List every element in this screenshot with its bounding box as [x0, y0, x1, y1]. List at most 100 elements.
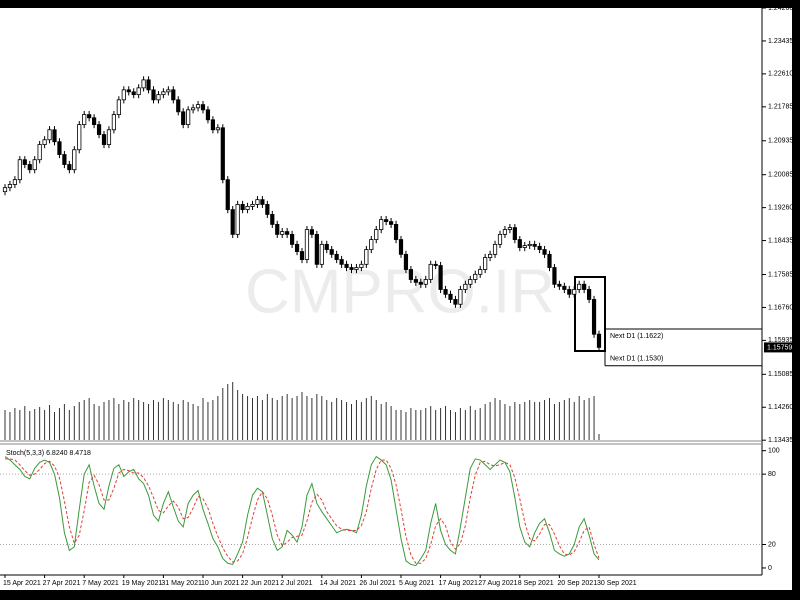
candle-body	[423, 279, 428, 285]
candle-body	[47, 129, 52, 141]
candle-body	[433, 263, 438, 266]
candle-body	[304, 229, 310, 260]
candle-body	[532, 243, 537, 247]
candle-body	[453, 299, 458, 305]
x-tick-label: 15 Apr 2021	[3, 580, 41, 587]
candle-body	[57, 141, 62, 155]
y-tick-label: 1.20935	[768, 138, 793, 145]
candle-body	[275, 223, 280, 235]
y-tick-label: 1.24260	[768, 5, 793, 12]
candle-body	[37, 144, 42, 161]
y-tick-label: 1.21785	[768, 104, 793, 111]
candle-body	[289, 233, 295, 245]
candle-body	[270, 214, 275, 225]
candle-body	[27, 164, 32, 171]
candle-body	[116, 99, 121, 116]
y-tick-label: 0	[768, 565, 772, 572]
candle-body	[596, 333, 602, 348]
candle-body	[374, 229, 379, 240]
candle-body	[354, 267, 359, 270]
candle-body	[492, 243, 498, 255]
candle-body	[205, 109, 211, 121]
candle-body	[443, 289, 448, 295]
x-tick-label: 30 Sep 2021	[597, 580, 637, 587]
candle-body	[547, 253, 552, 268]
x-tick-label: 5 Aug 2021	[399, 580, 435, 587]
candle-body	[319, 243, 324, 265]
candle-body	[403, 253, 409, 270]
candle-body	[418, 281, 423, 285]
x-tick-label: 31 May 2021	[161, 580, 202, 587]
indicator-title: Stoch(5,3,3) 6.8240 8.4718	[6, 450, 91, 457]
candle-body	[428, 263, 433, 280]
candle-body	[448, 293, 453, 300]
candle-body	[497, 233, 503, 245]
candle-body	[522, 245, 527, 248]
candle-body	[101, 134, 107, 145]
candle-body	[190, 107, 196, 111]
x-tick-label: 17 Aug 2021	[439, 580, 478, 587]
candle-body	[141, 79, 146, 89]
candle-body	[329, 249, 334, 255]
candle-body	[562, 285, 567, 290]
candle-body	[280, 231, 285, 235]
candle-body	[255, 199, 260, 205]
candle-body	[96, 124, 102, 135]
candle-body	[151, 89, 156, 101]
candle-body	[438, 265, 443, 290]
candle-body	[265, 204, 270, 215]
candle-body	[512, 227, 517, 240]
candle-body	[42, 139, 47, 145]
y-tick-label: 1.18435	[768, 237, 793, 244]
candle-body	[2, 187, 8, 193]
y-tick-label: 1.15085	[768, 371, 793, 378]
candle-body	[17, 159, 22, 181]
candle-body	[62, 154, 67, 165]
y-tick-label: 1.14260	[768, 404, 793, 411]
candle-body	[413, 279, 418, 283]
current-price-label: 1.15759	[767, 344, 792, 351]
x-tick-label: 27 Aug 2021	[478, 580, 517, 587]
y-tick-label: 1.22610	[768, 71, 793, 78]
candle-body	[195, 104, 201, 109]
candle-body	[181, 111, 186, 125]
candle-body	[171, 89, 176, 101]
candle-body	[577, 283, 582, 290]
x-tick-label: 27 Apr 2021	[43, 580, 81, 587]
candle-body	[369, 239, 374, 250]
candle-body	[166, 89, 171, 93]
candle-body	[22, 159, 27, 165]
candle-body	[483, 257, 488, 270]
x-tick-label: 22 Jun 2021	[241, 580, 280, 587]
candle-body	[344, 263, 349, 268]
watermark: CMPRO.IR	[245, 257, 555, 326]
candle-body	[527, 243, 532, 246]
candle-body	[215, 127, 220, 131]
candle-body	[245, 206, 250, 211]
y-tick-label: 1.15935	[768, 337, 793, 344]
candle-body	[591, 299, 597, 335]
stoch-line	[5, 458, 600, 564]
y-tick-label: 1.19260	[768, 204, 793, 211]
stoch-line	[4, 455, 600, 567]
candle-body	[582, 283, 587, 290]
y-tick-label: 20	[768, 541, 776, 548]
candle-body	[478, 269, 483, 275]
chart-background	[0, 8, 792, 590]
candle-body	[294, 243, 300, 252]
candle-body	[131, 91, 136, 96]
x-tick-label: 19 May 2021	[122, 580, 163, 587]
candle-body	[388, 221, 394, 225]
candle-body	[52, 129, 57, 143]
candle-body	[186, 109, 191, 125]
x-tick-label: 14 Jul 2021	[320, 580, 356, 587]
indicator-value: 6.8240	[46, 450, 68, 457]
candle-body	[77, 124, 82, 151]
candle-body	[537, 245, 542, 250]
candle-body	[463, 283, 468, 290]
annotation-label: Next D1 (1.1530)	[610, 356, 663, 363]
x-tick-label: 26 Jul 2021	[359, 580, 395, 587]
candle-body	[12, 179, 17, 185]
candle-body	[572, 289, 577, 295]
candle-body	[106, 129, 112, 145]
